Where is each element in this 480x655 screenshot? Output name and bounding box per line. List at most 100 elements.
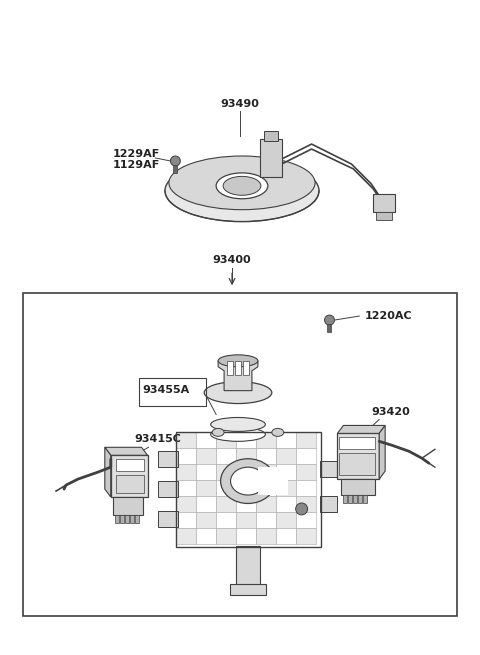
Bar bbox=[296, 448, 315, 464]
Bar bbox=[236, 480, 256, 496]
Bar bbox=[256, 464, 276, 480]
Polygon shape bbox=[105, 447, 147, 455]
Bar bbox=[176, 464, 196, 480]
Polygon shape bbox=[337, 426, 385, 434]
Bar bbox=[276, 480, 296, 496]
Bar bbox=[196, 464, 216, 480]
Bar bbox=[276, 528, 296, 544]
Bar bbox=[296, 464, 315, 480]
Bar bbox=[216, 464, 236, 480]
Bar bbox=[176, 448, 196, 464]
Ellipse shape bbox=[221, 458, 276, 504]
Bar bbox=[320, 461, 337, 477]
Bar bbox=[243, 361, 249, 375]
Bar bbox=[130, 515, 133, 523]
Polygon shape bbox=[337, 434, 379, 479]
Ellipse shape bbox=[216, 173, 268, 198]
Ellipse shape bbox=[211, 438, 265, 451]
Bar bbox=[196, 448, 216, 464]
Bar bbox=[358, 495, 362, 503]
Bar bbox=[276, 432, 296, 448]
Bar bbox=[256, 512, 276, 528]
Bar bbox=[296, 496, 315, 512]
Bar bbox=[139, 378, 206, 405]
Ellipse shape bbox=[169, 156, 315, 210]
Ellipse shape bbox=[211, 417, 265, 432]
Bar bbox=[236, 496, 256, 512]
Text: 93415C: 93415C bbox=[134, 434, 181, 444]
Bar bbox=[235, 361, 241, 375]
Ellipse shape bbox=[211, 428, 265, 441]
Bar bbox=[216, 512, 236, 528]
Polygon shape bbox=[379, 426, 385, 479]
Bar bbox=[216, 528, 236, 544]
Bar bbox=[196, 496, 216, 512]
Bar bbox=[264, 131, 278, 141]
Bar bbox=[348, 495, 352, 503]
Bar bbox=[113, 497, 143, 515]
Bar bbox=[115, 515, 119, 523]
Text: 1229AF: 1229AF bbox=[113, 149, 160, 159]
Bar bbox=[236, 464, 256, 480]
Bar bbox=[236, 528, 256, 544]
Bar bbox=[256, 432, 276, 448]
Ellipse shape bbox=[212, 428, 224, 436]
Bar bbox=[176, 496, 196, 512]
Bar bbox=[120, 515, 124, 523]
Bar bbox=[216, 448, 236, 464]
Bar bbox=[216, 480, 236, 496]
Text: 93490: 93490 bbox=[221, 100, 259, 109]
Bar bbox=[158, 511, 179, 527]
Bar bbox=[196, 528, 216, 544]
Polygon shape bbox=[111, 455, 147, 497]
Bar bbox=[176, 432, 196, 448]
Bar bbox=[158, 481, 179, 497]
Ellipse shape bbox=[272, 428, 284, 436]
Bar bbox=[196, 512, 216, 528]
Bar bbox=[276, 464, 296, 480]
Ellipse shape bbox=[218, 355, 258, 367]
Text: 1220AC: 1220AC bbox=[364, 311, 412, 321]
Circle shape bbox=[324, 315, 335, 325]
Bar bbox=[341, 479, 375, 495]
Bar bbox=[353, 495, 357, 503]
Ellipse shape bbox=[211, 447, 265, 461]
Bar bbox=[296, 480, 315, 496]
Bar bbox=[276, 512, 296, 528]
Ellipse shape bbox=[223, 176, 261, 195]
Bar bbox=[176, 528, 196, 544]
Text: 93400: 93400 bbox=[213, 255, 252, 265]
Bar bbox=[260, 139, 282, 177]
Bar bbox=[296, 432, 315, 448]
Text: 93420: 93420 bbox=[371, 407, 410, 417]
Bar bbox=[320, 496, 337, 512]
Bar bbox=[343, 495, 348, 503]
Bar bbox=[23, 293, 457, 616]
Bar bbox=[227, 361, 233, 375]
Bar bbox=[134, 515, 139, 523]
Bar bbox=[158, 451, 179, 467]
Bar bbox=[125, 515, 129, 523]
Bar bbox=[256, 448, 276, 464]
Bar bbox=[339, 453, 375, 475]
Bar bbox=[176, 432, 321, 547]
Bar bbox=[176, 480, 196, 496]
Bar bbox=[296, 528, 315, 544]
Ellipse shape bbox=[230, 467, 265, 495]
Bar bbox=[363, 495, 367, 503]
Bar bbox=[373, 194, 395, 212]
Text: 1129AF: 1129AF bbox=[113, 160, 160, 170]
Bar bbox=[236, 432, 256, 448]
Ellipse shape bbox=[211, 457, 265, 471]
Ellipse shape bbox=[204, 382, 272, 403]
Bar bbox=[256, 496, 276, 512]
Bar bbox=[256, 528, 276, 544]
Bar bbox=[196, 480, 216, 496]
Bar bbox=[236, 448, 256, 464]
Bar bbox=[236, 512, 256, 528]
Bar bbox=[173, 165, 178, 173]
Bar bbox=[216, 496, 236, 512]
Bar bbox=[276, 496, 296, 512]
Bar bbox=[256, 480, 276, 496]
Bar bbox=[258, 467, 288, 495]
